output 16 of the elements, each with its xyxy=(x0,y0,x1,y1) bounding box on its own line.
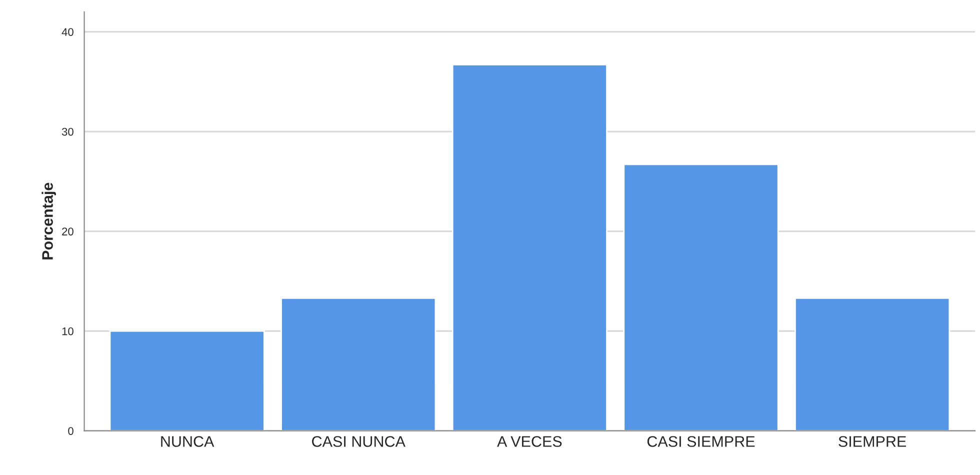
x-tick-label: CASI NUNCA xyxy=(312,436,406,447)
bar xyxy=(280,297,436,431)
x-tick-label: NUNCA xyxy=(161,436,214,447)
y-tick-label: 30 xyxy=(62,128,74,136)
y-tick-label: 10 xyxy=(62,327,74,336)
bar xyxy=(623,164,779,431)
y-tick-label: 20 xyxy=(62,228,74,236)
bar xyxy=(452,64,608,431)
y-tick-label: 40 xyxy=(62,28,74,36)
bar xyxy=(109,330,265,431)
x-tick-label: A VECES xyxy=(497,436,562,447)
bar xyxy=(794,297,950,431)
x-tick-label: SIEMPRE xyxy=(838,436,906,447)
y-axis-title: Porcentaje xyxy=(42,182,56,260)
x-tick-label: CASI SIEMPRE xyxy=(647,436,755,447)
y-tick-label: 0 xyxy=(68,427,74,435)
